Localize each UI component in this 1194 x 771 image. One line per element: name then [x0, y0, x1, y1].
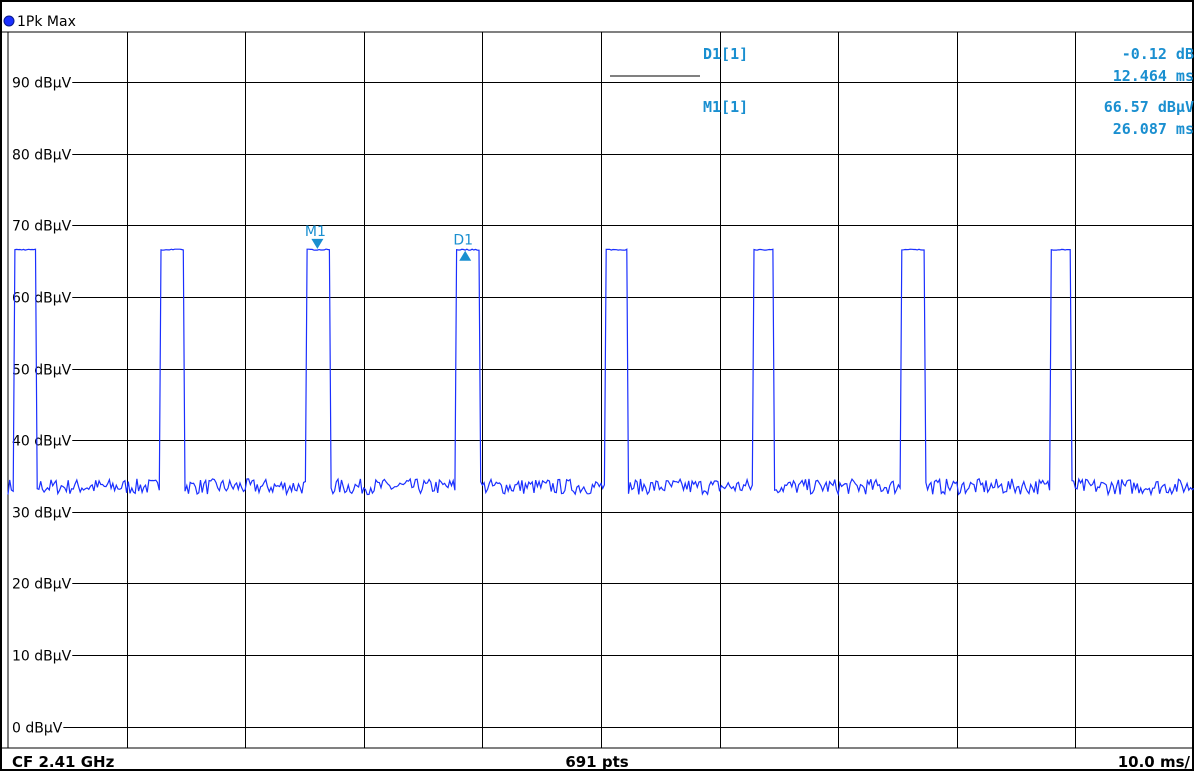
marker-d1[interactable]: D1	[453, 233, 473, 261]
readout-m1-value1: 66.57 dBµV	[1104, 98, 1194, 116]
y-tick-label: 60 dBµV	[12, 291, 72, 307]
marker-d1-label: D1	[453, 233, 473, 249]
readout-d1-value2: 12.464 ms	[1113, 67, 1194, 85]
marker-readout: D1[1] -0.12 dB 12.464 ms M1[1] 66.57 dBµ…	[610, 45, 1194, 138]
trace-indicator-icon	[3, 15, 15, 27]
y-tick-label: 90 dBµV	[12, 76, 72, 92]
readout-d1-value1: -0.12 dB	[1122, 45, 1194, 63]
trace-line	[7, 248, 1194, 497]
y-tick-label: 40 dBµV	[12, 434, 72, 450]
marker-m1-icon	[311, 238, 324, 249]
sweep-points: 691 pts	[565, 753, 628, 771]
y-tick-label: 10 dBµV	[12, 649, 72, 665]
y-tick-label: 50 dBµV	[12, 363, 72, 379]
marker-m1-label: M1	[305, 224, 326, 240]
y-tick-label: 0 dBµV	[12, 721, 63, 737]
marker-m1[interactable]: M1	[305, 224, 326, 249]
marker-d1-icon	[459, 250, 472, 261]
time-per-division: 10.0 ms/	[1118, 753, 1191, 771]
y-tick-label: 20 dBµV	[12, 577, 72, 593]
readout-m1-value2: 26.087 ms	[1113, 120, 1194, 138]
trace-label: 1Pk Max	[17, 14, 76, 30]
y-axis-labels: 90 dBµV 80 dBµV 70 dBµV 60 dBµV 50 dBµV 40 dB…	[12, 76, 72, 737]
y-tick-label: 30 dBµV	[12, 506, 72, 522]
readout-d1-label: D1[1]	[703, 45, 748, 63]
y-tick-label: 70 dBµV	[12, 219, 72, 235]
trace-layer	[7, 248, 1194, 497]
readout-m1-label: M1[1]	[703, 98, 748, 116]
center-frequency: CF 2.41 GHz	[12, 753, 115, 771]
markers-layer: M1 D1	[305, 224, 473, 261]
grid	[63, 32, 1194, 748]
y-tick-label: 80 dBµV	[12, 148, 72, 164]
